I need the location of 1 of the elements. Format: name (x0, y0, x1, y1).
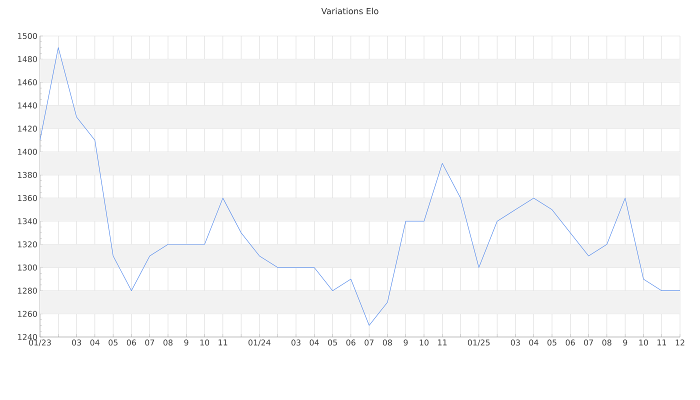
chart-title: Variations Elo (321, 8, 378, 14)
